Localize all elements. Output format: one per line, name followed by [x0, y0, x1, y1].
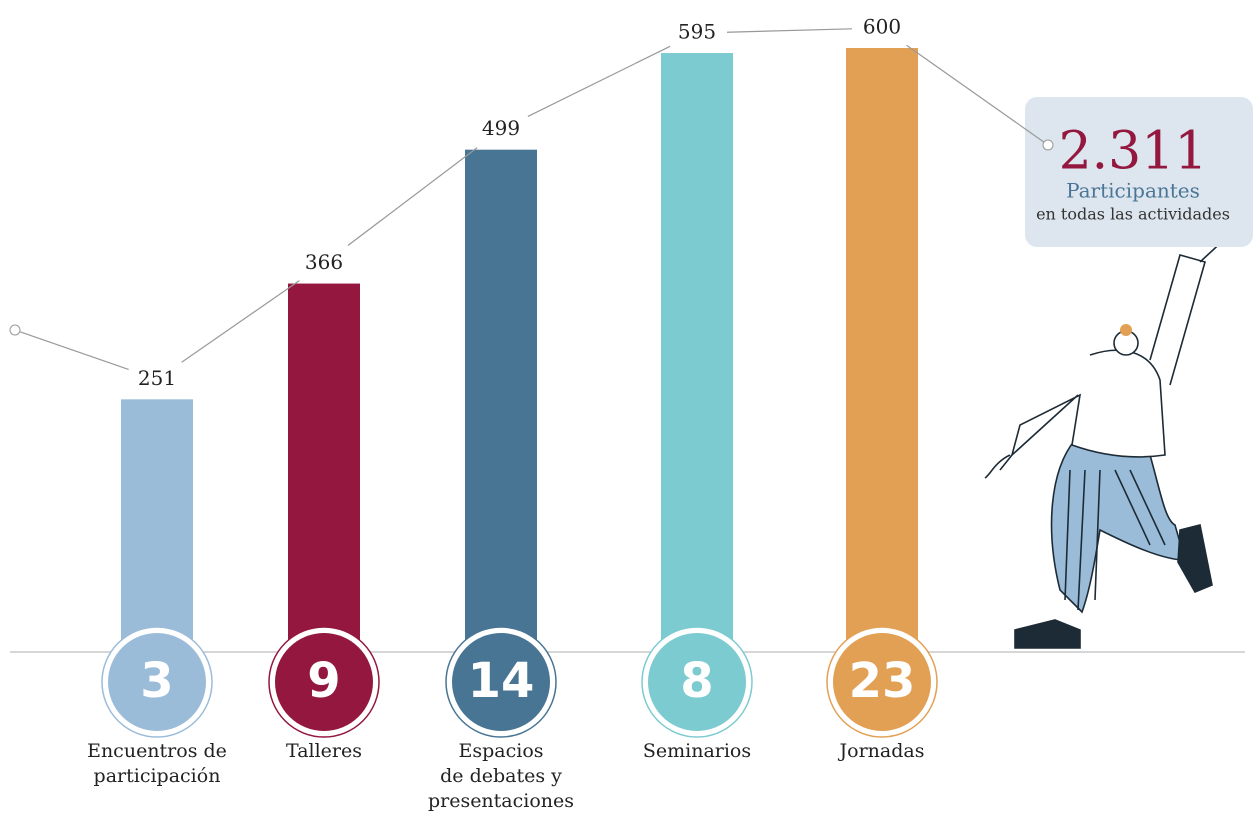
illustration: [984, 224, 1241, 649]
connector: [726, 28, 853, 33]
category-line: participación: [94, 765, 221, 787]
category-label: Seminarios: [643, 740, 751, 762]
category-line: Jornadas: [838, 740, 925, 762]
category-label: Talleres: [286, 740, 362, 762]
count-label: 8: [680, 653, 713, 709]
category-label: Espacios de debates y presentaciones: [428, 740, 574, 812]
total-box: [1025, 97, 1253, 247]
value-label: 251: [138, 366, 176, 390]
bar: [288, 283, 360, 652]
connector: [181, 280, 300, 363]
bar: [846, 48, 918, 652]
connector-dot: [1042, 139, 1054, 151]
connector: [527, 45, 671, 117]
bar: [121, 399, 193, 652]
category-line: de debates y: [440, 765, 562, 787]
connector: [906, 44, 1045, 143]
value-label: 366: [305, 250, 343, 274]
total-value: 2.311: [1059, 122, 1208, 182]
category-line: presentaciones: [428, 790, 574, 812]
bar: [465, 149, 537, 652]
count-circle: [108, 633, 206, 731]
connector-dot: [9, 324, 21, 336]
category-line: Seminarios: [643, 740, 751, 762]
category-line: Talleres: [286, 740, 362, 762]
category-line: Encuentros de: [87, 740, 227, 762]
count-circle: [833, 633, 931, 731]
count-label: 23: [849, 653, 916, 709]
count-label: 3: [140, 653, 173, 709]
bar: [661, 53, 733, 653]
count-circle: [275, 633, 373, 731]
connector: [19, 331, 129, 371]
count-circle: [648, 633, 746, 731]
count-circle: [452, 633, 550, 731]
value-label: 600: [863, 15, 901, 39]
category-label: Jornadas: [838, 740, 925, 762]
total-title: Participantes: [1066, 179, 1200, 203]
count-label: 14: [468, 653, 535, 709]
category-line: Espacios: [458, 740, 543, 762]
count-label: 9: [307, 653, 340, 709]
total-subtitle: en todas las actividades: [1036, 205, 1230, 224]
value-label: 499: [482, 116, 520, 140]
connector: [347, 147, 478, 246]
category-label: Encuentros de participación: [87, 740, 227, 787]
value-label: 595: [678, 20, 716, 44]
